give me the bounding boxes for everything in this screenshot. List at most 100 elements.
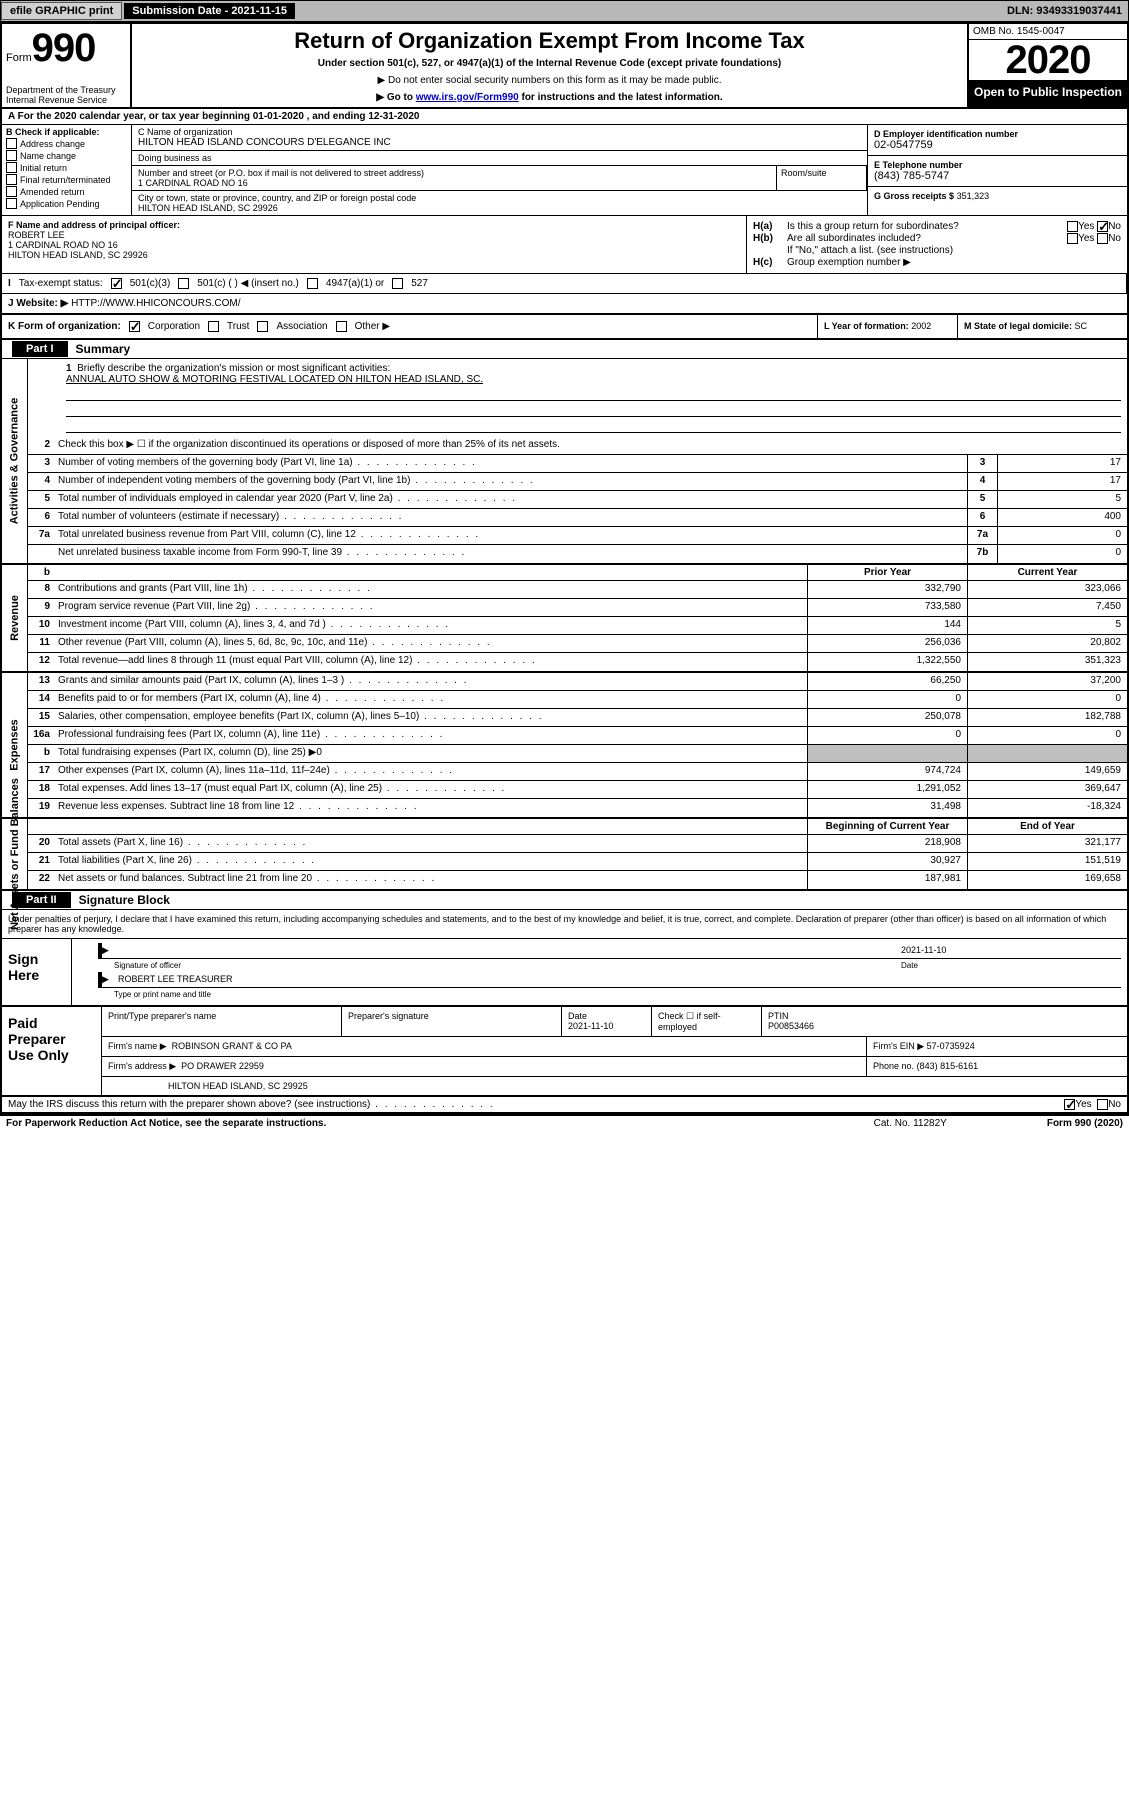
exp-line: 13Grants and similar amounts paid (Part …: [28, 673, 1127, 691]
gov-line: 5Total number of individuals employed in…: [28, 491, 1127, 509]
org-name: HILTON HEAD ISLAND CONCOURS D'ELEGANCE I…: [138, 137, 861, 148]
form-990: Form990 Department of the Treasury Inter…: [0, 22, 1129, 1116]
label-ein: D Employer identification number: [874, 129, 1121, 139]
exp-line: 16aProfessional fundraising fees (Part I…: [28, 727, 1127, 745]
mission-text: ANNUAL AUTO SHOW & MOTORING FESTIVAL LOC…: [66, 374, 1121, 385]
chk-final-return[interactable]: [6, 174, 17, 185]
rev-line: 8Contributions and grants (Part VIII, li…: [28, 581, 1127, 599]
vstrip-revenue: Revenue: [9, 595, 21, 641]
chk-assoc[interactable]: [257, 321, 268, 332]
dept-treasury: Department of the Treasury Internal Reve…: [6, 85, 126, 105]
submission-date: Submission Date - 2021-11-15: [124, 3, 295, 19]
exp-line: 19Revenue less expenses. Subtract line 1…: [28, 799, 1127, 817]
gov-line: 2Check this box ▶ ☐ if the organization …: [28, 437, 1127, 455]
vstrip-net: Net Assets or Fund Balances: [9, 778, 21, 930]
label-addr: Number and street (or P.O. box if mail i…: [138, 168, 770, 178]
chk-hb-yes[interactable]: [1067, 233, 1078, 244]
hdr-eoy: End of Year: [967, 819, 1127, 834]
form-ref: Form 990 (2020): [1047, 1118, 1123, 1129]
chk-initial-return[interactable]: [6, 162, 17, 173]
h-c-text: Group exemption number ▶: [787, 257, 911, 268]
dln: DLN: 93493319037441: [1007, 5, 1128, 17]
section-expenses: Expenses 13Grants and similar amounts pa…: [2, 673, 1127, 819]
chk-ha-yes[interactable]: [1067, 221, 1078, 232]
vstrip-governance: Activities & Governance: [9, 398, 21, 525]
chk-501c3[interactable]: [111, 278, 122, 289]
vstrip-expenses: Expenses: [9, 720, 21, 771]
subtitle-1: Under section 501(c), 527, or 4947(a)(1)…: [138, 58, 961, 69]
rev-line: 12Total revenue—add lines 8 through 11 (…: [28, 653, 1127, 671]
org-city: HILTON HEAD ISLAND, SC 29926: [138, 203, 861, 213]
chk-discuss-yes[interactable]: [1064, 1099, 1075, 1110]
chk-ha-no[interactable]: [1097, 221, 1108, 232]
chk-trust[interactable]: [208, 321, 219, 332]
chk-501c[interactable]: [178, 278, 189, 289]
chk-discuss-no[interactable]: [1097, 1099, 1108, 1110]
exp-line: 15Salaries, other compensation, employee…: [28, 709, 1127, 727]
rev-line: 9Program service revenue (Part VIII, lin…: [28, 599, 1127, 617]
h-note: If "No," attach a list. (see instruction…: [787, 245, 953, 256]
efile-print-button[interactable]: efile GRAPHIC print: [1, 2, 122, 20]
exp-line: 14Benefits paid to or for members (Part …: [28, 691, 1127, 709]
state-domicile: SC: [1075, 321, 1088, 331]
prep-date: 2021-11-10: [568, 1021, 613, 1031]
row-j-website: J Website: ▶ HTTP://WWW.HHICONCOURS.COM/: [2, 294, 1127, 315]
exp-line: bTotal fundraising expenses (Part IX, co…: [28, 745, 1127, 763]
h-b-text: Are all subordinates included?: [787, 233, 921, 244]
part-ii-header: Part II Signature Block: [2, 891, 1127, 910]
rev-line: 10Investment income (Part VIII, column (…: [28, 617, 1127, 635]
sign-here-block: Sign Here ▶ 2021-11-10 Signature of offi…: [2, 939, 1127, 1007]
chk-4947[interactable]: [307, 278, 318, 289]
row-i: I Tax-exempt status: 501(c)(3) 501(c) ( …: [2, 274, 1127, 294]
officer-name: ROBERT LEE: [8, 230, 740, 240]
form-number: Form990: [6, 26, 126, 71]
ptin: P00853466: [768, 1021, 814, 1031]
chk-app-pending[interactable]: [6, 198, 17, 209]
chk-hb-no[interactable]: [1097, 233, 1108, 244]
chk-name-change[interactable]: [6, 150, 17, 161]
ein: 02-0547759: [874, 139, 1121, 151]
paid-preparer-block: Paid Preparer Use Only Print/Type prepar…: [2, 1007, 1127, 1097]
label-room: Room/suite: [777, 166, 867, 190]
cat-no: Cat. No. 11282Y: [874, 1118, 947, 1129]
hdr-prior-year: Prior Year: [807, 565, 967, 580]
phone: (843) 785-5747: [874, 170, 1121, 182]
officer-addr1: 1 CARDINAL ROAD NO 16: [8, 240, 740, 250]
col-b-checkboxes: B Check if applicable: Address change Na…: [2, 125, 132, 215]
firm-ein: 57-0735924: [927, 1041, 975, 1051]
h-a-text: Is this a group return for subordinates?: [787, 221, 959, 232]
irs-link[interactable]: www.irs.gov/Form990: [416, 92, 519, 103]
chk-other[interactable]: [336, 321, 347, 332]
firm-city: HILTON HEAD ISLAND, SC 29925: [168, 1081, 308, 1091]
chk-corp[interactable]: [129, 321, 140, 332]
open-to-public: Open to Public Inspection: [969, 81, 1127, 107]
jurat-text: Under penalties of perjury, I declare th…: [2, 910, 1127, 939]
net-line: 22Net assets or fund balances. Subtract …: [28, 871, 1127, 889]
website: HTTP://WWW.HHICONCOURS.COM/: [71, 298, 240, 309]
net-line: 21Total liabilities (Part X, line 26)30,…: [28, 853, 1127, 871]
chk-amended[interactable]: [6, 186, 17, 197]
org-address: 1 CARDINAL ROAD NO 16: [138, 178, 770, 188]
chk-527[interactable]: [392, 278, 403, 289]
discuss-row: May the IRS discuss this return with the…: [2, 1097, 1127, 1114]
footer: For Paperwork Reduction Act Notice, see …: [0, 1116, 1129, 1131]
label-officer: F Name and address of principal officer:: [8, 220, 740, 230]
row-a-tax-year: A For the 2020 calendar year, or tax yea…: [2, 109, 1127, 125]
officer-sig-name: ROBERT LEE TREASURER: [118, 974, 1121, 985]
part-i-header: Part I Summary: [2, 340, 1127, 359]
label-phone: E Telephone number: [874, 160, 1121, 170]
chk-address-change[interactable]: [6, 138, 17, 149]
hdr-current-year: Current Year: [967, 565, 1127, 580]
gov-line: 3Number of voting members of the governi…: [28, 455, 1127, 473]
gov-line: Net unrelated business taxable income fr…: [28, 545, 1127, 563]
net-line: 20Total assets (Part X, line 16)218,9083…: [28, 835, 1127, 853]
officer-addr2: HILTON HEAD ISLAND, SC 29926: [8, 250, 740, 260]
section-revenue: Revenue b Prior Year Current Year 8Contr…: [2, 565, 1127, 673]
exp-line: 18Total expenses. Add lines 13–17 (must …: [28, 781, 1127, 799]
form-header: Form990 Department of the Treasury Inter…: [2, 24, 1127, 109]
form-title: Return of Organization Exempt From Incom…: [138, 28, 961, 54]
label-gross: G Gross receipts $: [874, 191, 954, 201]
gov-line: 4Number of independent voting members of…: [28, 473, 1127, 491]
tax-year: 2020: [969, 40, 1127, 81]
hdr-bcy: Beginning of Current Year: [807, 819, 967, 834]
